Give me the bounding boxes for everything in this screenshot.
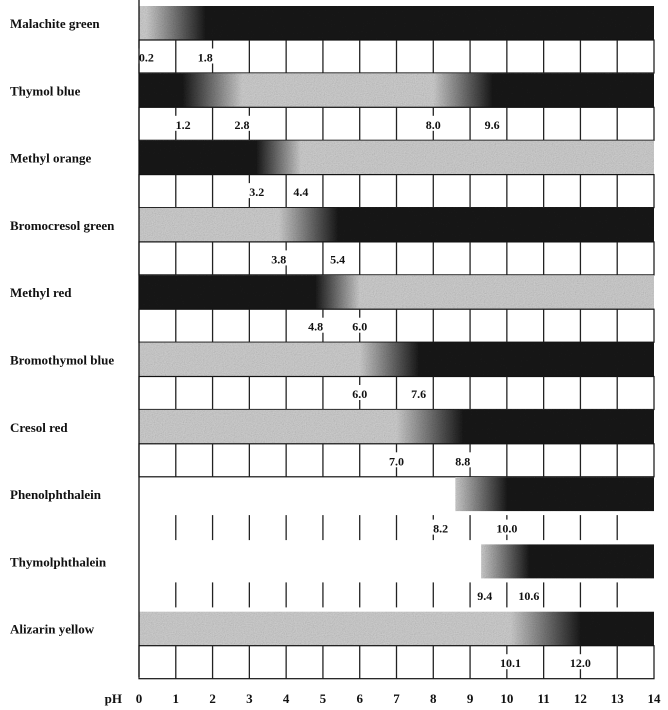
indicator-row: Thymolphthalein 9.4 10.6 — [10, 544, 654, 608]
indicator-name: Thymolphthalein — [10, 554, 107, 569]
transition-label: 9.4 — [477, 589, 492, 603]
label-backing — [346, 317, 373, 333]
label-backing — [449, 452, 476, 468]
indicator-name: Cresol red — [10, 420, 68, 435]
x-tick-label: 11 — [537, 691, 549, 706]
transition-label: 7.0 — [389, 454, 404, 468]
x-tick-label: 0 — [136, 691, 143, 706]
indicator-row: Bromothymol blue 6.0 7.6 — [10, 342, 655, 411]
transition-label: 12.0 — [570, 656, 591, 670]
indicator-bar — [139, 207, 654, 242]
indicator-name: Malachite green — [10, 16, 100, 31]
x-tick-label: 2 — [209, 691, 216, 706]
x-tick-label: 4 — [283, 691, 290, 706]
indicator-bar — [139, 73, 654, 108]
label-backing — [479, 115, 506, 131]
transition-label: 3.8 — [271, 252, 286, 266]
transition-label: 1.2 — [176, 118, 191, 132]
label-backing — [265, 250, 292, 266]
label-backing — [405, 385, 432, 400]
transition-label: 5.4 — [330, 252, 345, 266]
indicator-name: Phenolphthalein — [10, 487, 102, 502]
transition-label: 8.0 — [426, 118, 441, 132]
indicator-name: Methyl red — [10, 285, 72, 300]
transition-label: 3.2 — [249, 185, 264, 199]
indicator-bar — [139, 611, 654, 646]
x-tick-label: 5 — [320, 691, 327, 706]
label-backing — [567, 654, 594, 670]
label-backing — [427, 519, 454, 535]
label-backing — [515, 586, 542, 602]
transition-label: 2.8 — [235, 118, 250, 132]
indicator-row: Phenolphthalein 8.2 10.0 — [10, 477, 654, 541]
transition-label: 4.8 — [308, 320, 323, 334]
x-tick-label: 9 — [467, 691, 474, 706]
x-tick-label: 6 — [356, 691, 363, 706]
label-backing — [229, 115, 255, 131]
indicator-bar — [455, 477, 654, 512]
label-backing — [302, 317, 329, 333]
transition-label: 10.0 — [496, 522, 517, 536]
transition-label: 8.2 — [433, 522, 448, 536]
label-backing — [346, 385, 373, 400]
label-backing — [287, 183, 314, 199]
indicator-name: Alizarin yellow — [10, 622, 95, 637]
label-backing — [192, 48, 219, 64]
indicator-bar — [139, 342, 654, 377]
label-backing — [243, 183, 270, 199]
label-backing — [133, 48, 160, 64]
label-backing — [471, 586, 498, 602]
label-backing — [324, 250, 351, 266]
indicator-row: Alizarin yellow 10.1 12.0 — [10, 611, 655, 680]
x-tick-label: 14 — [648, 691, 662, 706]
indicator-name: Methyl orange — [10, 151, 91, 166]
label-backing — [493, 519, 520, 535]
indicator-row: Cresol red 7.0 8.8 — [10, 409, 655, 478]
indicator-row: Methyl red 4.8 6.0 — [10, 275, 655, 343]
label-backing — [497, 654, 524, 670]
x-tick-label: 8 — [430, 691, 437, 706]
indicator-name: Bromothymol blue — [10, 353, 114, 368]
transition-label: 4.4 — [293, 185, 308, 199]
indicator-name: Bromocresol green — [10, 218, 115, 233]
x-tick-label: 3 — [246, 691, 253, 706]
x-tick-label: 7 — [393, 691, 400, 706]
indicator-bar — [481, 544, 654, 579]
indicator-rows: Malachite green 0.2 1.8 Thymol blue 1.2 2.8 8.… — [10, 0, 655, 680]
transition-label: 7.6 — [411, 387, 426, 401]
x-tick-label: 13 — [611, 691, 625, 706]
indicator-row: Methyl orange 3.2 4.4 — [10, 140, 655, 209]
indicator-row: Malachite green 0.2 1.8 — [10, 6, 655, 74]
transition-label: 8.8 — [455, 454, 470, 468]
indicator-bar — [139, 140, 654, 175]
ph-axis-label: pH — [105, 691, 122, 706]
transition-label: 9.6 — [485, 118, 500, 132]
x-tick-label: 1 — [173, 691, 180, 706]
transition-label: 6.0 — [352, 320, 367, 334]
indicator-name: Thymol blue — [10, 83, 81, 98]
x-tick-label: 10 — [500, 691, 513, 706]
ph-axis: pH 0 1 2 3 4 5 6 7 8 9 10 11 12 13 14 — [105, 691, 661, 706]
indicator-row: Bromocresol green 3.8 5.4 — [10, 207, 655, 276]
indicator-bar — [139, 409, 654, 444]
transition-label: 6.0 — [352, 387, 367, 401]
transition-label: 1.8 — [198, 51, 213, 65]
transition-label: 0.2 — [139, 51, 154, 65]
indicator-row: Thymol blue 1.2 2.8 8.0 9.6 — [10, 73, 655, 141]
label-backing — [420, 115, 447, 131]
label-backing — [170, 115, 197, 131]
x-tick-label: 12 — [574, 691, 587, 706]
label-backing — [383, 452, 410, 468]
transition-label: 10.1 — [500, 656, 521, 670]
indicator-bar — [139, 6, 654, 40]
indicator-bar — [139, 275, 654, 310]
transition-label: 10.6 — [518, 589, 539, 603]
